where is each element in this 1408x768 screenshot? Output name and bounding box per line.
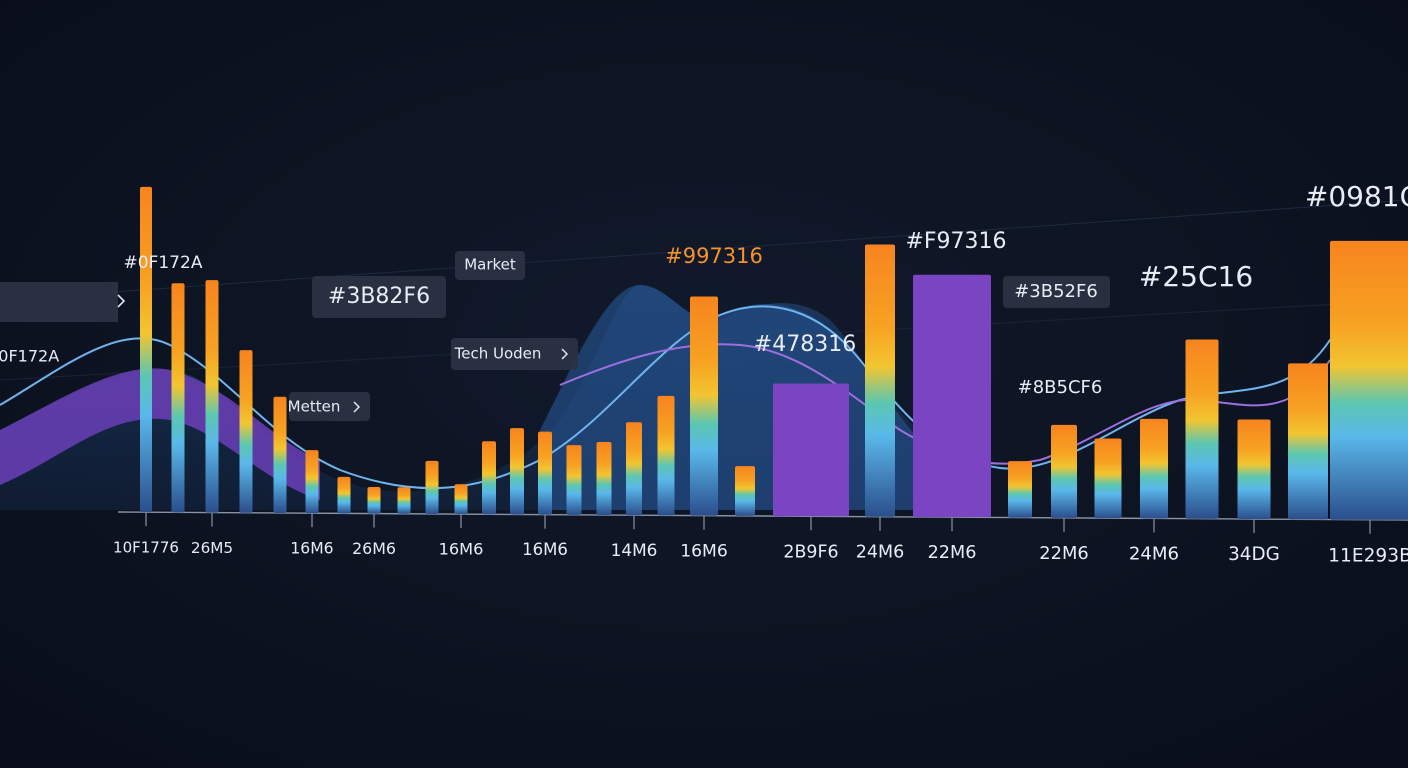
chevron [353, 401, 361, 413]
side-panel [0, 282, 118, 322]
annotation: #0981C [1305, 180, 1408, 213]
bar [337, 476, 351, 514]
bar [1288, 363, 1328, 520]
bar [239, 350, 253, 513]
x-tick-label: 16M6 [290, 540, 333, 558]
guide-line [0, 199, 1408, 301]
chevron [561, 348, 569, 360]
bar [566, 445, 582, 515]
annotation: Metten [288, 398, 341, 416]
x-tick-label: 22M6 [1039, 543, 1089, 564]
annotation: #8B5CF6 [1018, 377, 1103, 398]
area [540, 285, 960, 510]
label-box [455, 251, 525, 280]
bar [305, 450, 319, 514]
label-box [289, 392, 370, 421]
band [0, 368, 320, 500]
bar [538, 431, 552, 515]
bar [510, 428, 524, 515]
x-tick-label: 26M6 [352, 539, 396, 558]
bar [273, 396, 287, 514]
label-box [312, 276, 446, 318]
annotation: #3B82F6 [328, 284, 430, 309]
label-box [1003, 276, 1110, 308]
bar [171, 283, 185, 513]
bar [1185, 339, 1219, 519]
annotation: Market [464, 256, 516, 274]
label-box [451, 338, 578, 370]
bar [773, 383, 849, 517]
bar [367, 487, 381, 514]
bar [913, 274, 991, 518]
bar [397, 487, 411, 514]
annotation: #0F172A [0, 347, 59, 366]
x-tick-label: 26M5 [191, 539, 233, 557]
x-tick-label: 22M6 [928, 543, 977, 563]
x-tick-label: 16M6 [522, 540, 568, 559]
bar [657, 395, 675, 516]
bar [454, 484, 468, 515]
bar [1008, 461, 1032, 518]
x-tick-label: 24M6 [856, 543, 905, 563]
x-tick-label: 11E293B [1328, 545, 1408, 566]
chevron [117, 294, 126, 308]
annotation: #3B52F6 [1014, 281, 1098, 302]
x-tick-label: 14M6 [611, 540, 658, 560]
bar [1051, 424, 1077, 518]
x-tick-label: 10F1776 [113, 539, 179, 557]
bar [140, 186, 152, 513]
annotation: #997316 [665, 244, 763, 268]
x-tick-label: 2B9F6 [783, 542, 838, 562]
bar [1330, 240, 1408, 520]
bar [205, 280, 219, 513]
bar [482, 441, 496, 515]
bars: 10F1776 26M5 16M6 26M6 16M6 16M6 14M6 16M6 2B9F6… [113, 186, 1408, 566]
bar [425, 460, 439, 514]
x-tick-label: 24M6 [1129, 543, 1179, 564]
bar [735, 466, 755, 516]
annotation: Tech Uoden [454, 345, 542, 363]
x-tick-label: 34DG [1228, 544, 1280, 565]
annotation: #0F172A [124, 253, 203, 273]
annotation: #25C16 [1139, 260, 1253, 293]
annotation: #478316 [754, 332, 856, 357]
bar [626, 422, 642, 516]
bar [690, 296, 718, 516]
bar [1094, 438, 1122, 519]
bar [1237, 419, 1271, 520]
bar [1140, 418, 1168, 519]
bar [865, 244, 895, 517]
annotations: #0F172A #0F172A #3B82F6 Market Tech Uoden Met… [0, 180, 1408, 421]
bar [596, 441, 612, 516]
x-tick-label: 16M6 [439, 540, 484, 559]
x-tick-label: 16M6 [680, 542, 728, 562]
annotation: #F97316 [905, 229, 1006, 254]
